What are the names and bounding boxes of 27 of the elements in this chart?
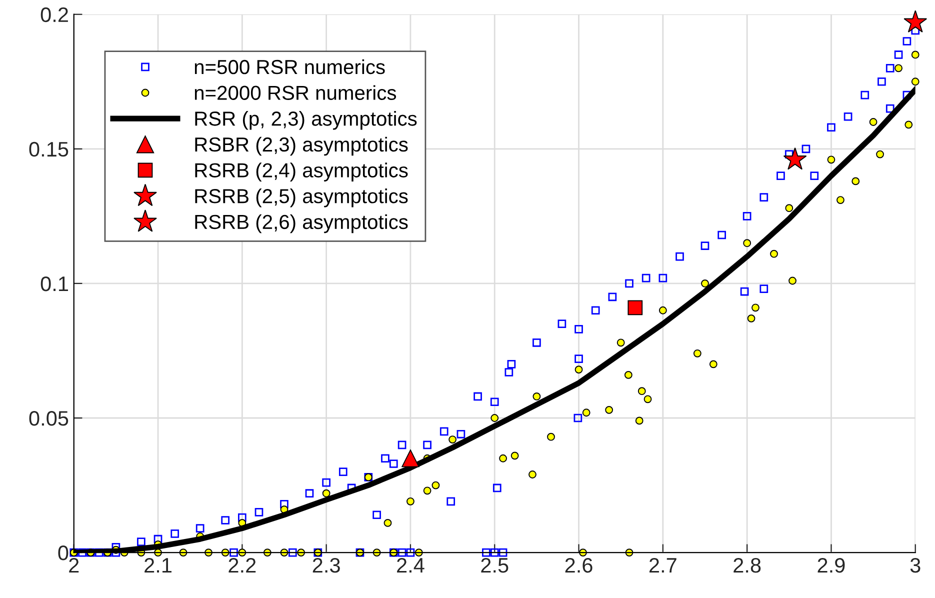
x-tick-label: 2.9 [818,558,845,573]
y-tick-label: 0 [58,546,68,560]
y-tick-label: 0.05 [29,411,68,426]
x-tick-label: 2.4 [397,558,424,573]
legend-label: n=500 RSR numerics [194,59,385,74]
point [904,10,928,32]
x-tick-label: 2.8 [734,558,761,573]
point [402,450,420,468]
x-tick-label: 2.3 [312,558,340,573]
point [783,147,807,170]
y-tick-label: 0.15 [29,142,68,157]
x-tick-label: 2.5 [481,558,508,573]
x-tick-label: 2.2 [228,558,256,573]
legend-label: n=2000 RSR numerics [194,85,396,100]
legend-label: RSRB (2,6) asymptotics [195,214,408,234]
x-tick-label: 2.7 [649,558,676,573]
legend-label: RSR (p, 2,3) asymptotics [195,111,417,130]
legend-label: RSRB (2,5) asymptotics [195,188,408,208]
legend-label: RSBR (2,3) asymptotics [195,136,408,156]
y-tick-label: 0.2 [40,7,68,22]
x-tick-label: 2.1 [144,558,172,573]
x-tick-label: 2.6 [565,558,592,573]
point [628,300,643,316]
y-tick-label: 0.1 [40,276,68,292]
x-tick-label: 3 [910,558,920,573]
x-tick-label: 2 [69,558,79,573]
legend-label: RSRB (2,4) asymptotics [195,162,408,182]
